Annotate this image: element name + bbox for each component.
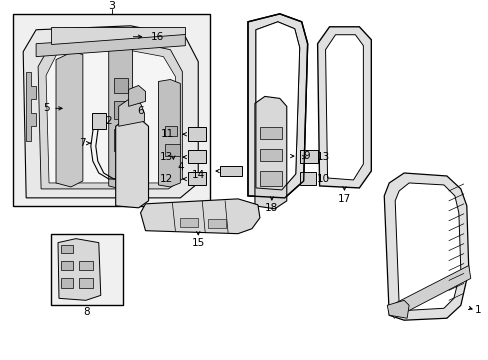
Polygon shape (26, 72, 36, 141)
Bar (260, 171, 281, 186)
Text: 14: 14 (192, 170, 205, 180)
Bar (188, 127, 206, 141)
Polygon shape (116, 119, 148, 208)
Bar (13, 14, 210, 206)
Polygon shape (51, 27, 185, 44)
Text: 13: 13 (316, 152, 329, 162)
Bar (114, 102, 127, 119)
Polygon shape (394, 183, 460, 310)
Polygon shape (119, 99, 144, 126)
Text: 17: 17 (337, 194, 350, 204)
Polygon shape (158, 80, 180, 187)
Bar (260, 127, 281, 139)
Text: 11: 11 (161, 129, 174, 139)
Text: 16: 16 (150, 32, 164, 42)
Text: 15: 15 (191, 238, 204, 248)
Bar (92, 113, 105, 129)
Bar (114, 77, 127, 94)
Polygon shape (254, 96, 286, 209)
Text: 5: 5 (42, 103, 49, 113)
Polygon shape (46, 49, 175, 183)
Text: 18: 18 (264, 203, 278, 213)
Bar (61, 261, 73, 270)
Polygon shape (128, 85, 145, 106)
Bar (260, 149, 281, 161)
Bar (61, 278, 73, 288)
Text: 8: 8 (83, 307, 90, 317)
Text: 2: 2 (105, 116, 112, 126)
Polygon shape (36, 34, 185, 57)
Polygon shape (56, 51, 82, 187)
Bar (79, 261, 93, 270)
Bar (180, 218, 198, 227)
Text: 13: 13 (160, 152, 173, 162)
Bar (220, 166, 242, 176)
Polygon shape (58, 239, 101, 300)
Polygon shape (317, 27, 370, 188)
Polygon shape (38, 41, 182, 189)
Bar (299, 150, 317, 163)
Bar (208, 219, 225, 228)
Polygon shape (247, 14, 307, 198)
Text: 7: 7 (80, 138, 86, 148)
Polygon shape (325, 35, 363, 180)
Polygon shape (384, 173, 468, 320)
Text: 4: 4 (177, 162, 183, 172)
Polygon shape (390, 266, 470, 318)
Text: 10: 10 (316, 174, 329, 184)
Polygon shape (108, 44, 132, 189)
Text: 1: 1 (473, 305, 480, 315)
Bar (79, 278, 93, 288)
Bar (188, 150, 206, 163)
Text: 12: 12 (160, 174, 173, 184)
Polygon shape (386, 300, 408, 318)
Bar (299, 172, 315, 185)
Bar (165, 126, 177, 136)
Polygon shape (140, 199, 260, 234)
Text: 3: 3 (108, 1, 115, 11)
Bar (51, 234, 122, 305)
Bar (165, 144, 180, 156)
Bar (61, 244, 73, 253)
Bar (114, 129, 127, 151)
Bar (188, 172, 206, 185)
Text: 6: 6 (137, 106, 143, 116)
Polygon shape (255, 22, 299, 190)
Text: 9: 9 (303, 151, 310, 161)
Polygon shape (23, 26, 198, 198)
